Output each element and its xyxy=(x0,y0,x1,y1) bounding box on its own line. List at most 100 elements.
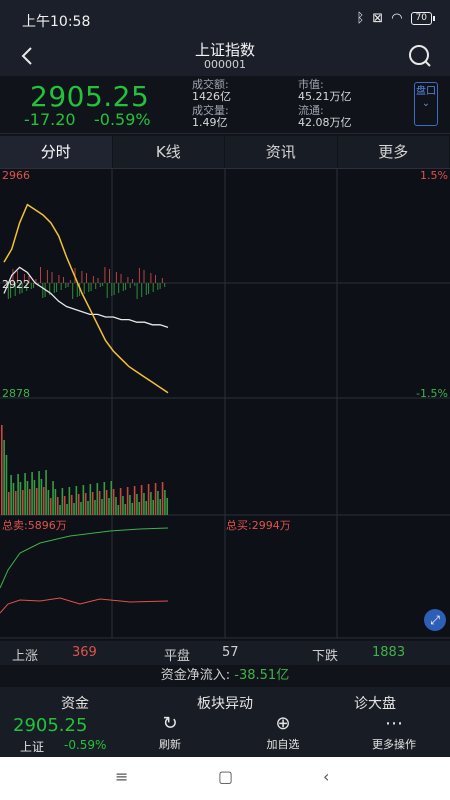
tab-sector-moves[interactable]: 板块异动 xyxy=(197,696,253,712)
add-watchlist-button[interactable]: ⊕ 加自选 xyxy=(238,713,328,752)
volume-bar xyxy=(124,504,127,515)
system-nav: ≡ ▢ ‹ xyxy=(0,757,450,800)
mktcap-label: 市值: xyxy=(298,78,324,91)
mktcap-value: 45.21万亿 xyxy=(298,90,352,103)
volume-bar xyxy=(136,494,138,515)
volume-bar xyxy=(89,484,92,515)
price-change: -17.20 xyxy=(24,110,76,129)
pankou-label: 盘口 xyxy=(416,86,436,97)
volume-bar xyxy=(28,489,31,515)
volume-bar xyxy=(1,425,3,515)
volume-bar xyxy=(159,499,162,515)
net-inflow-label: 资金净流入: xyxy=(160,668,231,683)
flat-label: 平盘 xyxy=(164,649,191,664)
volume-bar xyxy=(70,495,73,515)
volume-bar xyxy=(21,490,24,515)
float-label: 流通: xyxy=(298,104,324,117)
volume-value: 1.49亿 xyxy=(192,116,228,129)
buy-total-label: 总买:2994万 xyxy=(226,519,291,532)
volume-bar xyxy=(145,501,148,515)
tab-funds[interactable]: 资金 xyxy=(61,696,89,712)
volume-bar xyxy=(112,489,115,515)
tab-news[interactable]: 资讯 xyxy=(225,136,338,168)
price-change-pct: -0.59% xyxy=(94,110,151,129)
expand-icon[interactable]: ⤢ xyxy=(424,609,446,631)
tab-kline[interactable]: K线 xyxy=(113,136,225,168)
menu-icon[interactable]: ≡ xyxy=(115,767,129,786)
home-icon[interactable]: ▢ xyxy=(218,767,234,786)
down-count: 1883 xyxy=(372,645,406,660)
volume-bar xyxy=(150,492,152,515)
volume-bar xyxy=(49,498,52,515)
volume-bar xyxy=(101,499,103,515)
volume-bar xyxy=(7,492,10,515)
volume-bar xyxy=(42,487,45,515)
market-breadth: 上涨 369 平盘 57 下跌 1883 xyxy=(0,641,450,665)
volume-bar xyxy=(33,480,36,515)
chart-grid xyxy=(0,168,450,639)
volume-bar xyxy=(5,455,8,515)
volume-bar xyxy=(140,485,143,515)
average-series-line xyxy=(3,266,169,329)
tab-diagnose[interactable]: 诊大盘 xyxy=(354,696,396,712)
quote-panel: 2905.25 -17.20 -0.59% 成交额: 1426亿 成交量: 1.… xyxy=(0,76,450,134)
volume-bar xyxy=(126,487,129,515)
turnover-value: 1426亿 xyxy=(192,90,231,103)
alarm-icon: ⊠ xyxy=(372,11,384,26)
volume-label: 成交量: xyxy=(192,104,229,117)
search-icon[interactable] xyxy=(406,42,434,70)
intraday-chart[interactable]: 2966 1.5% 2922 2878 -1.5% 总卖:5896万 总买:29… xyxy=(0,168,450,640)
turnover-label: 成交额: xyxy=(192,78,229,91)
more-actions-button[interactable]: ⋯ 更多操作 xyxy=(349,713,439,752)
y-low-label: 2878 xyxy=(2,387,30,400)
volume-bar xyxy=(157,491,159,515)
volume-bar xyxy=(31,472,33,515)
sell-total-label: 总卖:5896万 xyxy=(2,519,67,532)
current-price: 2905.25 xyxy=(30,80,150,113)
chart-tabs: 分时 K线 资讯 更多 xyxy=(0,136,450,168)
up-label: 上涨 xyxy=(12,649,39,664)
volume-bar xyxy=(73,503,75,515)
volume-bar xyxy=(26,481,29,515)
volume-bar xyxy=(154,483,157,515)
volume-bar xyxy=(24,473,26,515)
refresh-button[interactable]: ↻ 刷新 xyxy=(125,713,215,752)
volume-bar xyxy=(103,482,106,515)
volume-bar xyxy=(115,497,117,515)
volume-bar xyxy=(54,489,57,515)
back-nav-icon[interactable]: ‹ xyxy=(323,767,330,786)
volume-bar xyxy=(75,486,78,515)
pankou-button[interactable]: 盘口 ⌄ xyxy=(414,82,438,126)
volume-bar xyxy=(10,475,12,515)
tab-intraday[interactable]: 分时 xyxy=(0,136,113,168)
volume-bar xyxy=(119,488,122,515)
volume-bar xyxy=(66,504,68,515)
volume-stat: 成交量: 1.49亿 xyxy=(192,105,229,129)
volume-bar xyxy=(129,495,131,515)
volume-bar xyxy=(45,470,47,515)
net-inflow: 资金净流入: -38.51亿 xyxy=(0,665,450,687)
volume-bar xyxy=(164,490,166,515)
page-title: 上证指数 xyxy=(194,41,255,59)
volume-bar xyxy=(110,481,113,515)
back-icon[interactable] xyxy=(14,42,42,70)
volume-bar xyxy=(14,491,17,515)
volume-bar xyxy=(3,440,5,515)
price-series-line xyxy=(3,203,169,394)
volume-bar xyxy=(133,486,136,515)
float-value: 42.08万亿 xyxy=(298,116,352,129)
volume-bar xyxy=(147,484,150,515)
volume-bar xyxy=(68,487,71,515)
volume-bar xyxy=(17,474,19,515)
volume-bar xyxy=(80,502,82,515)
volume-bar xyxy=(161,482,164,515)
volume-bar xyxy=(47,490,50,515)
volume-bar xyxy=(117,505,120,515)
net-inflow-value: -38.51亿 xyxy=(234,668,290,683)
volume-bar xyxy=(152,500,155,515)
status-icons: ᛒ ⊠ ◠ 70 xyxy=(356,11,436,26)
bluetooth-icon: ᛒ xyxy=(356,11,365,26)
tab-more[interactable]: 更多 xyxy=(338,136,450,168)
volume-bar xyxy=(38,471,40,515)
chart-svg xyxy=(0,168,450,639)
